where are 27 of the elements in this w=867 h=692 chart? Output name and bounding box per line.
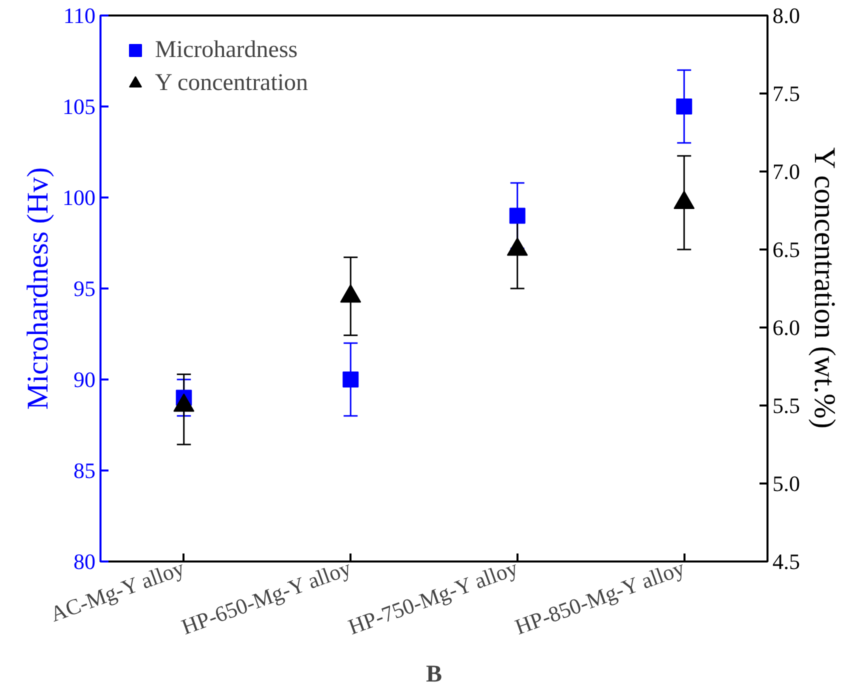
y-axis-title: Microhardness (Hv) [22, 167, 54, 410]
point [674, 190, 695, 209]
y-tick-label: 110 [63, 3, 96, 28]
y2-axis-title: Y concentration (wt.%) [808, 147, 841, 429]
y2-tick-label: 5.0 [772, 471, 800, 496]
point [676, 98, 692, 114]
y2-tick-label: 6.0 [772, 315, 800, 340]
legend-label: Microhardness [155, 36, 298, 64]
point [340, 284, 362, 303]
y-tick-label: 95 [74, 276, 96, 301]
y2-tick-label: 4.5 [772, 549, 800, 574]
point [173, 393, 194, 412]
y-tick-label: 80 [74, 549, 96, 574]
y2-tick-label: 8.0 [772, 3, 800, 28]
point [342, 372, 359, 388]
point [509, 208, 526, 224]
y2-tick-label: 7.5 [772, 81, 800, 106]
y-tick-label: 105 [62, 94, 96, 119]
y2-tick-label: 5.5 [772, 393, 800, 418]
point [506, 237, 528, 256]
y-tick-label: 100 [62, 185, 96, 210]
y-tick-label: 85 [74, 458, 96, 483]
text: B [426, 662, 442, 688]
legend-label: Y concentration [155, 70, 308, 96]
y-tick-label: 90 [74, 367, 96, 392]
y2-tick-label: 7.0 [772, 159, 800, 184]
y2-tick-label: 6.5 [772, 237, 800, 262]
